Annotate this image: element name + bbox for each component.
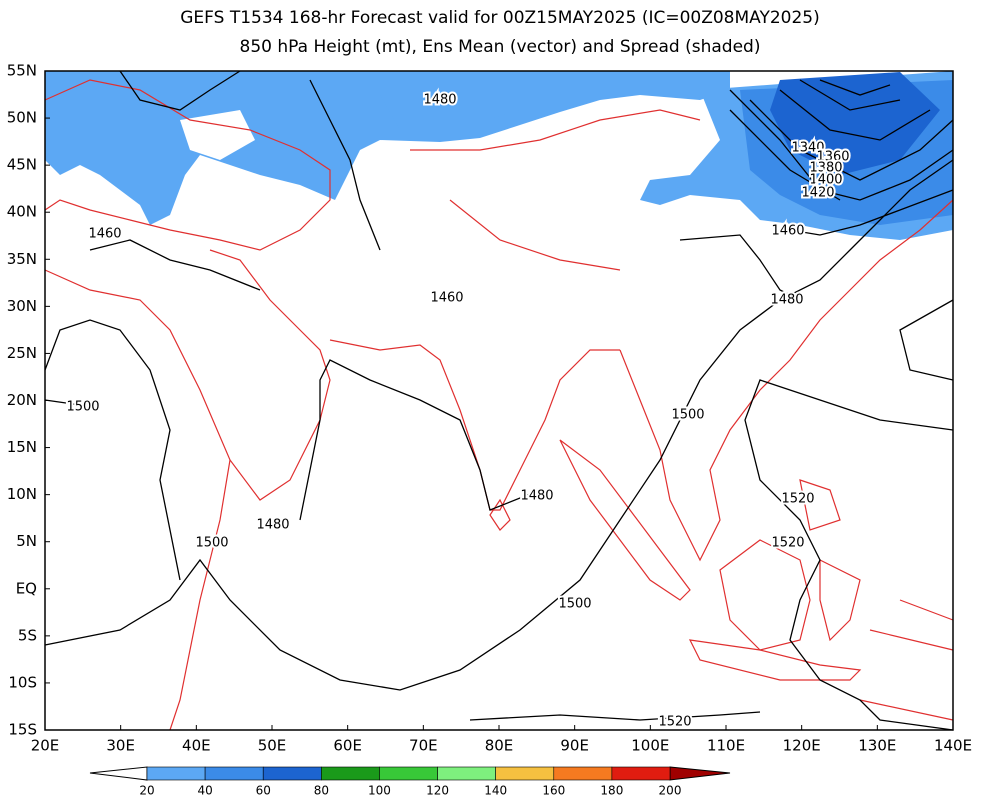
- colorbar-segment: [262, 766, 322, 781]
- contour-label: 1480: [423, 93, 456, 108]
- colorbar-segment: [437, 766, 496, 781]
- lon-label: 30E: [106, 737, 135, 755]
- contour-label: 1500: [195, 536, 228, 551]
- lat-label: 15S: [8, 721, 37, 739]
- contour-label: 1500: [66, 400, 99, 415]
- lon-label: 130E: [858, 737, 896, 755]
- lon-label: 40E: [182, 737, 211, 755]
- lon-label: 80E: [485, 737, 514, 755]
- colorbar-label: 100: [368, 784, 391, 798]
- lat-label: 40N: [7, 203, 37, 221]
- colorbar-segment: [611, 766, 671, 781]
- contour-label: 1360: [816, 150, 849, 165]
- colorbar-segment: [553, 766, 613, 781]
- colorbar-label: 20: [139, 784, 154, 798]
- contour-labels: 1480 1340 1360 1380 1400 1420 1460 1460 …: [64, 91, 851, 732]
- lat-label: 20N: [7, 391, 37, 409]
- axes: 55N 50N 45N 40N 35N 30N 25N 20N 15N 10N 5N EQ 5S 10S 1…: [7, 62, 972, 755]
- colorbar: 20 40 60 80 100 120 140 160 180 200: [89, 766, 731, 798]
- colorbar-segment: [495, 766, 555, 781]
- contour-label: 1380: [809, 161, 842, 176]
- contour-label: 1400: [809, 173, 842, 188]
- colorbar-label: 200: [659, 784, 682, 798]
- spread-shading: [45, 71, 953, 240]
- contour-label: 1460: [88, 227, 121, 242]
- colorbar-label: 80: [314, 784, 329, 798]
- contour-label: 1480: [770, 293, 803, 308]
- lon-label: 20E: [31, 737, 60, 755]
- lon-label: 110E: [707, 737, 745, 755]
- lon-label: 120E: [783, 737, 821, 755]
- colorbar-label: 160: [542, 784, 565, 798]
- lat-label: 25N: [7, 344, 37, 362]
- lat-label: 35N: [7, 250, 37, 268]
- lat-label: 30N: [7, 297, 37, 315]
- lat-label: 10N: [7, 485, 37, 503]
- lon-label: 60E: [333, 737, 362, 755]
- contour-label: 1500: [558, 597, 591, 612]
- colorbar-label: 180: [600, 784, 623, 798]
- contour-label: 1520: [781, 492, 814, 507]
- lat-label: 45N: [7, 156, 37, 174]
- title-line: 850 hPa Height (mt), Ens Mean (vector) a…: [240, 37, 761, 57]
- lat-label: EQ: [16, 579, 37, 597]
- lon-label: 70E: [409, 737, 438, 755]
- colorbar-label: 140: [484, 784, 507, 798]
- contour-label: 1460: [430, 291, 463, 306]
- lon-label: 100E: [631, 737, 669, 755]
- lat-label: 50N: [7, 109, 37, 127]
- colorbar-segment: [204, 766, 264, 781]
- contour-label: 1480: [256, 518, 289, 533]
- colorbar-low-end: [89, 766, 148, 781]
- colorbar-high-end: [669, 766, 731, 781]
- lon-label: 50E: [258, 737, 287, 755]
- contour-label: 1340: [791, 141, 824, 156]
- colorbar-label: 60: [256, 784, 271, 798]
- lon-label: 90E: [560, 737, 589, 755]
- colorbar-label: 40: [197, 784, 212, 798]
- contour-label: 1520: [658, 715, 691, 730]
- contour-label: 1480: [520, 489, 553, 504]
- colorbar-segment: [321, 766, 380, 781]
- contour-label: 1500: [671, 408, 704, 423]
- lat-label: 15N: [7, 438, 37, 456]
- contour-label: 1520: [771, 536, 804, 551]
- height-contours: [44, 70, 954, 731]
- contour-label: 1460: [771, 224, 804, 239]
- lat-label: 5S: [18, 626, 37, 644]
- colorbar-segment: [146, 766, 206, 781]
- lat-label: 10S: [8, 673, 37, 691]
- title-line: GEFS T1534 168-hr Forecast valid for 00Z…: [180, 8, 820, 28]
- lon-label: 140E: [934, 737, 972, 755]
- colorbar-segment: [379, 766, 438, 781]
- colorbar-label: 120: [426, 784, 449, 798]
- contour-label: 1420: [801, 186, 834, 201]
- lat-label: 5N: [16, 532, 37, 550]
- lat-label: 55N: [7, 62, 37, 80]
